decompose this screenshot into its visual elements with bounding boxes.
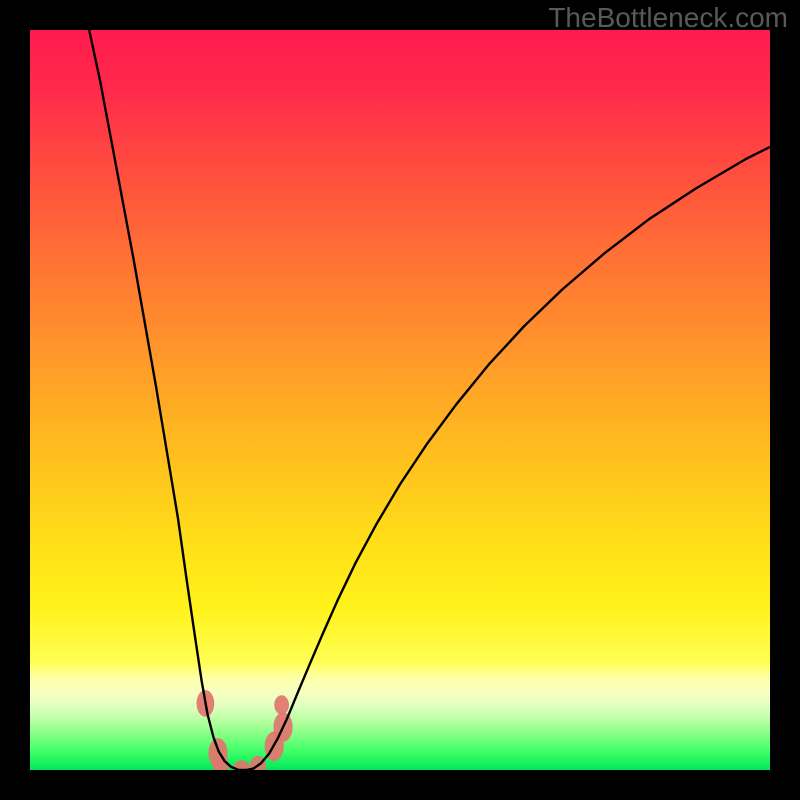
bottleneck-curve-layer xyxy=(30,30,770,770)
watermark-text: TheBottleneck.com xyxy=(548,2,788,34)
plot-area xyxy=(30,30,770,770)
bottleneck-curve xyxy=(89,30,770,770)
curve-marker xyxy=(274,695,289,714)
outer-frame: TheBottleneck.com xyxy=(0,0,800,800)
